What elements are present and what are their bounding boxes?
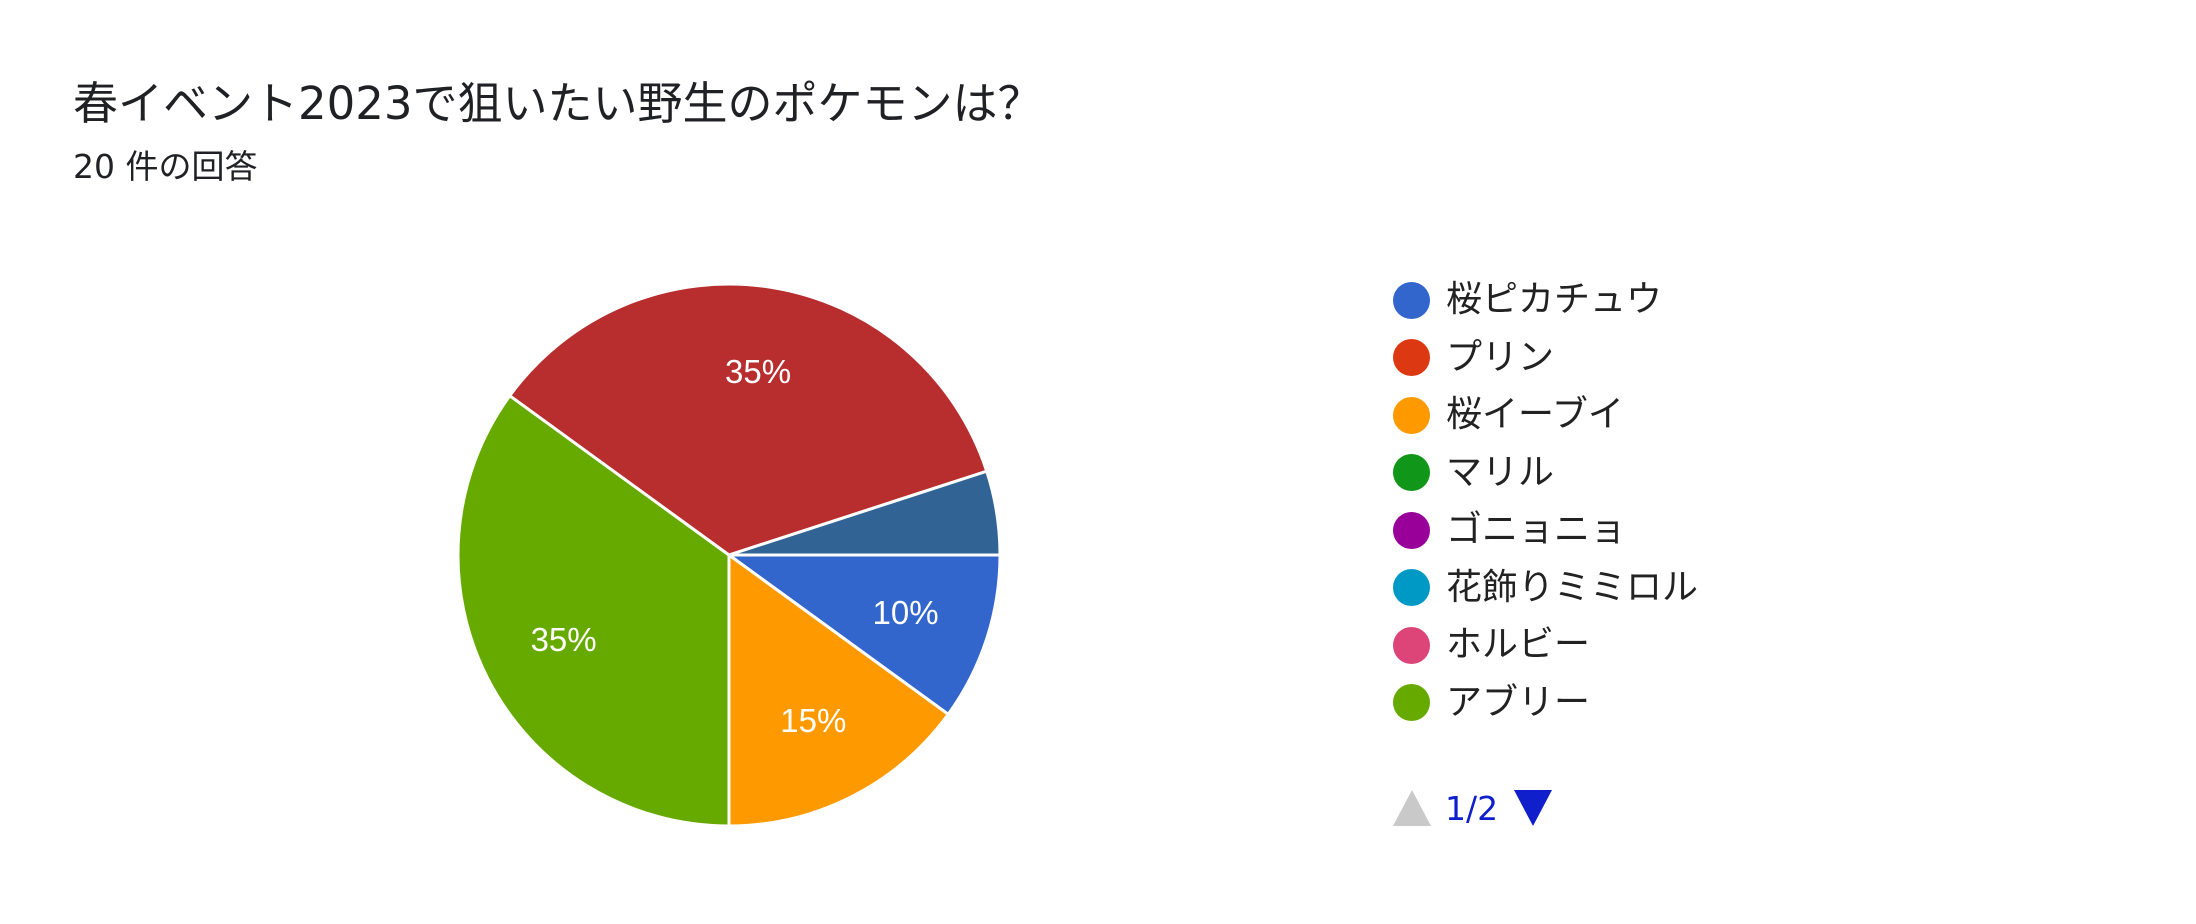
pie-slice-label-8: 35%	[725, 353, 791, 390]
triangle-up-icon[interactable]	[1393, 790, 1431, 826]
pie-slice-label-0: 10%	[873, 594, 939, 631]
response-count: 20 件の回答	[73, 147, 258, 186]
legend-swatch	[1393, 281, 1430, 319]
legend-swatch	[1393, 396, 1430, 434]
legend-swatch	[1393, 454, 1430, 491]
legend-item[interactable]: 桜ピカチュウ	[1393, 271, 1662, 329]
legend-item[interactable]: アブリー	[1393, 674, 1590, 732]
pie-slice-0[interactable]	[724, 553, 1002, 717]
pie-slice-label-7: 35%	[531, 621, 597, 658]
pie-slice-8[interactable]	[507, 282, 989, 557]
legend-item[interactable]: ゴニョニョ	[1393, 501, 1626, 559]
legend-label: ホルビー	[1446, 624, 1591, 665]
legend-swatch	[1393, 569, 1430, 606]
legend-swatch	[1393, 626, 1430, 664]
legend-label: アブリー	[1446, 681, 1591, 723]
legend-item[interactable]: 桜イーブイ	[1393, 386, 1624, 444]
legend-swatch	[1393, 511, 1430, 549]
legend-item[interactable]: プリン	[1393, 329, 1554, 387]
legend-label: 花飾りミミロル	[1446, 566, 1699, 608]
legend-label: プリン	[1446, 336, 1555, 378]
legend-swatch	[1393, 339, 1430, 376]
page-indicator: 1/2	[1445, 788, 1499, 828]
pie-slice-9[interactable]	[728, 469, 1002, 557]
legend-label: 桜ピカチュウ	[1446, 279, 1663, 320]
legend-label: ゴニョニョ	[1446, 509, 1627, 550]
legend-label: 桜イーブイ	[1446, 394, 1624, 435]
legend-swatch	[1393, 684, 1430, 721]
chart-title: 春イベント2023で狙いたい野生のポケモンは？	[73, 77, 1043, 130]
pie-slice-7[interactable]	[456, 393, 731, 828]
legend-pager: 1/2	[1393, 786, 1553, 830]
triangle-down-icon[interactable]	[1514, 790, 1553, 826]
pie-slice-2[interactable]	[727, 552, 951, 828]
legend-label: マリル	[1446, 451, 1555, 493]
pie-slice-label-2: 15%	[780, 702, 846, 739]
legend-item[interactable]: マリル	[1393, 444, 1554, 502]
legend-item[interactable]: ホルビー	[1393, 616, 1590, 674]
legend-item[interactable]: 花飾りミミロル	[1393, 559, 1698, 617]
